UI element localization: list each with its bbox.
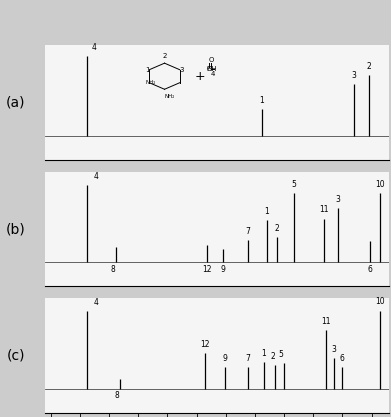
Text: (c): (c) <box>7 349 25 362</box>
Text: 12: 12 <box>202 264 212 274</box>
Text: 5: 5 <box>292 180 296 189</box>
Text: (a): (a) <box>6 96 25 110</box>
Text: O: O <box>208 57 214 63</box>
Text: 5: 5 <box>279 350 283 359</box>
Text: 8: 8 <box>114 391 119 400</box>
Text: 1: 1 <box>260 96 264 105</box>
Text: 2: 2 <box>162 53 167 60</box>
Text: 2: 2 <box>366 62 371 71</box>
Text: 1: 1 <box>145 67 150 73</box>
Text: 3: 3 <box>331 345 336 354</box>
Text: 2: 2 <box>270 352 275 361</box>
Text: 7: 7 <box>246 227 250 236</box>
Text: 10: 10 <box>375 297 385 306</box>
Text: 1: 1 <box>261 349 266 357</box>
Text: 6: 6 <box>340 354 345 362</box>
Text: 11: 11 <box>319 206 328 214</box>
Text: 8: 8 <box>111 264 116 274</box>
Text: H: H <box>206 66 211 72</box>
Text: 4: 4 <box>91 43 97 52</box>
Text: 11: 11 <box>321 317 331 326</box>
Text: 4: 4 <box>93 298 98 307</box>
Text: OH: OH <box>207 66 218 72</box>
Text: 7: 7 <box>246 354 250 362</box>
Text: 1: 1 <box>264 207 269 216</box>
Text: 6: 6 <box>368 264 373 274</box>
Text: 3: 3 <box>352 70 357 80</box>
Text: NH₂: NH₂ <box>165 94 175 99</box>
Text: 4: 4 <box>93 172 98 181</box>
Text: 3: 3 <box>179 67 184 73</box>
Text: 2: 2 <box>275 224 280 233</box>
Text: 9: 9 <box>222 354 227 362</box>
Text: 4: 4 <box>211 70 215 77</box>
Text: 10: 10 <box>375 180 385 189</box>
Text: +: + <box>194 70 205 83</box>
Text: 9: 9 <box>221 264 225 274</box>
Text: 12: 12 <box>201 340 210 349</box>
Text: 3: 3 <box>335 194 340 203</box>
Text: NH₂: NH₂ <box>145 80 156 85</box>
Text: (b): (b) <box>6 222 25 236</box>
